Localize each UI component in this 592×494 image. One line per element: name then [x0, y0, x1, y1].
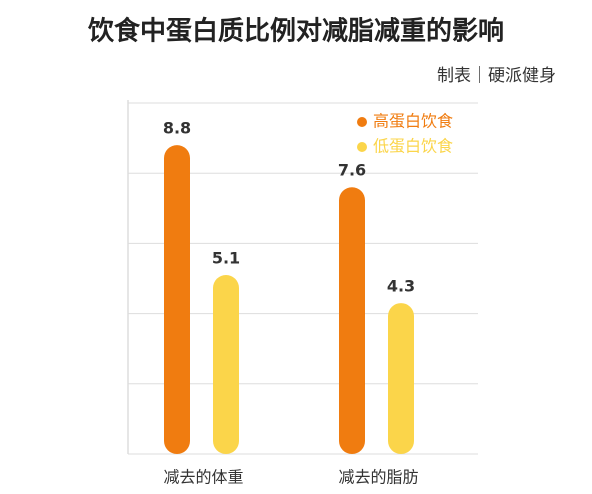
- chart-subtitle: 制表｜硬派健身: [437, 66, 556, 86]
- data-label: 7.6: [338, 161, 366, 180]
- legend-marker: [357, 142, 367, 152]
- chart-title: 饮食中蛋白质比例对减脂减重的影响: [87, 16, 504, 47]
- x-tick-label: 减去的脂肪: [338, 468, 418, 487]
- x-tick-label: 减去的体重: [163, 468, 243, 487]
- bar: [339, 187, 365, 455]
- legend-label: 高蛋白饮食: [373, 112, 453, 131]
- bar: [164, 145, 190, 454]
- legend-label: 低蛋白饮食: [373, 137, 453, 156]
- data-label: 4.3: [387, 277, 415, 296]
- legend-marker: [357, 117, 367, 127]
- data-label: 8.8: [163, 119, 191, 138]
- data-label: 5.1: [212, 248, 240, 267]
- bar: [213, 274, 239, 454]
- bar: [388, 303, 414, 454]
